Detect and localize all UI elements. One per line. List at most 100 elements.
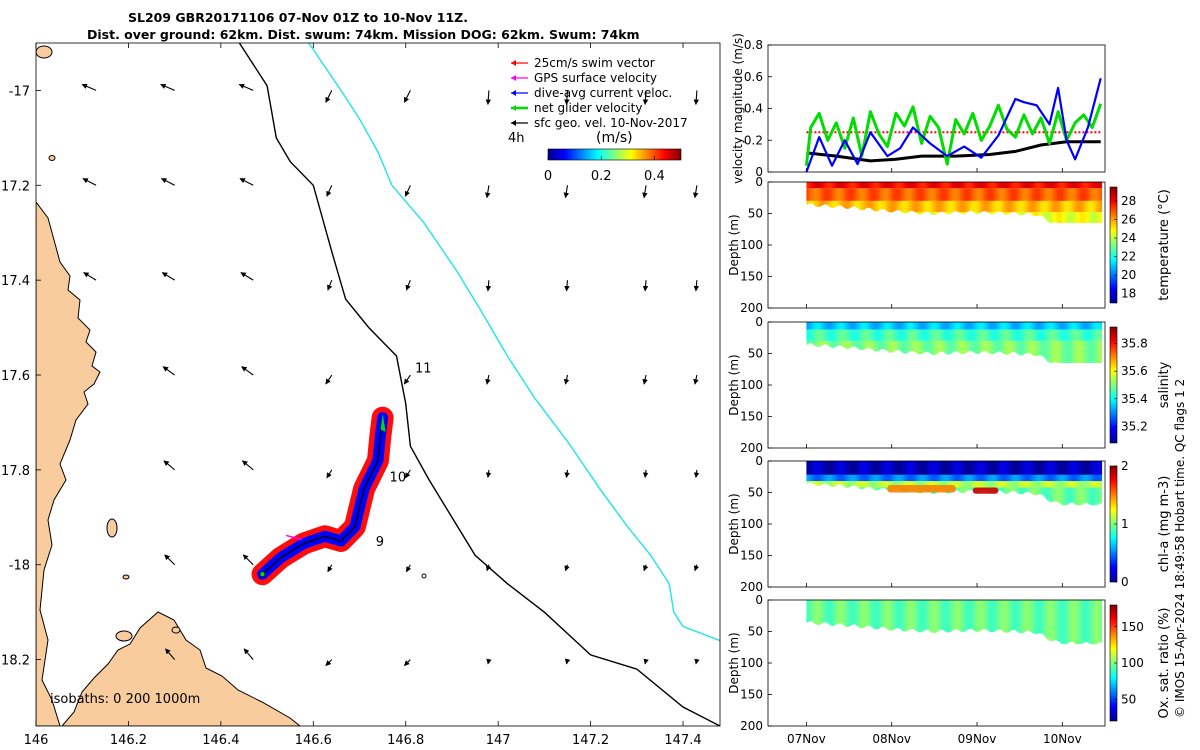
- section-cell: [1002, 212, 1005, 214]
- section-cell: [994, 182, 997, 189]
- section-cell: [995, 200, 999, 213]
- sfc-velocity-vector: [327, 564, 333, 573]
- section-cell: [1045, 322, 1048, 330]
- section-cell: [1065, 329, 1068, 341]
- section-cell: [919, 200, 922, 213]
- section-cell: [958, 600, 961, 631]
- section-cell: [992, 200, 995, 213]
- section-cell: [956, 188, 959, 201]
- section-cell: [1036, 474, 1039, 482]
- section-cell: [1069, 188, 1072, 201]
- section-cell: [951, 182, 954, 189]
- section-cell: [860, 329, 864, 341]
- section-cell: [1038, 474, 1041, 482]
- sfc-velocity-vector: [81, 83, 97, 91]
- section-cell: [922, 188, 925, 201]
- section-cell: [1067, 188, 1070, 201]
- section-cell: [1086, 340, 1089, 363]
- legend-arrowhead: [511, 120, 516, 126]
- section-cell: [826, 182, 830, 189]
- section-cell: [1035, 200, 1038, 213]
- section-cell: [857, 600, 860, 627]
- section-cell: [1053, 340, 1057, 363]
- section-cell: [932, 329, 935, 341]
- section-cell: [825, 322, 828, 330]
- section-cell: [1012, 481, 1016, 488]
- section-cell: [1077, 322, 1080, 330]
- section-cell: [1060, 182, 1063, 189]
- section-cell: [958, 487, 961, 492]
- section-cell: [1031, 474, 1034, 482]
- section-cell: [1048, 212, 1051, 223]
- sfc-velocity-vector: [160, 178, 175, 186]
- section-cell: [924, 461, 927, 475]
- section-y-tick-label: 50: [748, 486, 763, 500]
- section-cell: [1019, 481, 1022, 488]
- section-cell: [1038, 481, 1041, 488]
- section-cell: [1040, 481, 1043, 488]
- section-cell: [1058, 474, 1062, 482]
- section-cell: [1055, 329, 1058, 341]
- section-cell: [941, 474, 944, 482]
- section-cell: [1081, 329, 1084, 341]
- section-cell: [1074, 487, 1077, 505]
- section-cell: [1052, 461, 1055, 475]
- section-cell: [958, 200, 961, 213]
- section-cell: [859, 188, 862, 201]
- section-cell: [1040, 329, 1043, 341]
- section-cell: [1028, 200, 1031, 213]
- section-cell: [813, 182, 816, 189]
- section-cell: [838, 340, 842, 346]
- section-cell: [1057, 322, 1060, 330]
- section-cell: [864, 188, 867, 201]
- section-cell: [1014, 474, 1017, 482]
- sfc-velocity-vector: [563, 185, 569, 199]
- section-cell: [814, 474, 818, 482]
- section-colorbar-label: temperature (°C): [1157, 189, 1172, 301]
- velocity-y-tick-label: 0.8: [744, 38, 763, 52]
- section-cell: [874, 322, 877, 330]
- section-cell: [1086, 474, 1089, 482]
- section-cell: [961, 487, 964, 494]
- section-cell: [956, 461, 959, 475]
- section-cell: [1098, 200, 1101, 213]
- section-cell: [937, 188, 940, 201]
- section-y-tick-label: 200: [740, 301, 763, 315]
- section-cell: [1045, 600, 1048, 638]
- section-cell: [907, 200, 910, 213]
- section-cell: [1017, 322, 1021, 330]
- section-y-tick-label: 50: [748, 625, 763, 639]
- section-cell: [1074, 329, 1077, 341]
- section-cell: [968, 487, 971, 490]
- section-cell: [1093, 322, 1096, 330]
- section-cell: [919, 329, 922, 341]
- section-cell: [850, 481, 853, 486]
- section-cell: [1058, 340, 1062, 363]
- section-cell: [896, 200, 900, 210]
- section-cell: [1087, 212, 1091, 223]
- section-cell: [936, 329, 939, 341]
- gps-surface-velocity-vector: [285, 534, 303, 541]
- sfc-velocity-vector: [403, 374, 411, 385]
- section-cell: [988, 481, 992, 488]
- section-cell: [1081, 182, 1084, 189]
- section-cell: [1019, 340, 1022, 356]
- section-cell: [1004, 212, 1007, 215]
- section-cell: [936, 600, 939, 632]
- section-cell: [903, 200, 906, 213]
- velocity-y-axis-label: velocity magnitude (m/s): [731, 33, 745, 184]
- section-cell: [813, 340, 816, 345]
- section-cell: [825, 600, 828, 623]
- section-cell: [1009, 200, 1012, 213]
- section-cell: [1062, 200, 1065, 213]
- section-cell: [835, 322, 838, 330]
- section-cell: [878, 188, 881, 201]
- section-cell: [965, 487, 968, 492]
- section-cell: [1082, 322, 1086, 330]
- section-cell: [806, 182, 809, 189]
- section-cell: [884, 329, 888, 341]
- section-cell: [941, 600, 944, 630]
- section-cell: [1074, 322, 1077, 330]
- section-cell: [919, 474, 922, 482]
- section-cell: [1033, 322, 1036, 330]
